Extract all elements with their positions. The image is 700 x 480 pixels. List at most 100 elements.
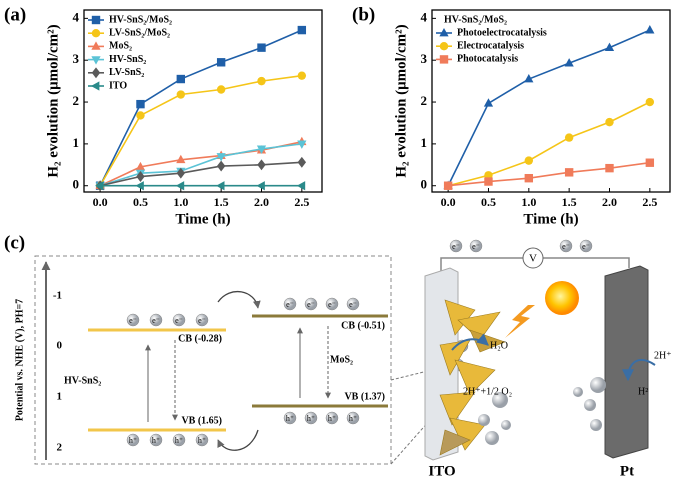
oxidation-arrow	[451, 333, 489, 351]
level-label: VB (1.65)	[181, 415, 222, 426]
marker	[136, 99, 145, 109]
pt-electrode	[604, 265, 649, 459]
legend-marker	[91, 29, 101, 38]
plot-frame	[431, 9, 671, 193]
hole-ball	[283, 411, 297, 425]
electron-label: e⁻	[286, 300, 294, 309]
hole-ball	[304, 411, 318, 425]
x-axis-label: Time (h)	[175, 211, 230, 227]
marker	[257, 43, 266, 52]
product: 2H⁺+1/2 O₂	[463, 386, 512, 397]
electron-label: e⁻	[198, 316, 206, 325]
marker	[297, 140, 307, 149]
marker	[524, 73, 534, 83]
material-label: MoS₂	[330, 354, 353, 365]
level-label: VB (1.37)	[344, 391, 385, 402]
x-tick-label: 1.0	[521, 195, 536, 209]
legend-label: HV-SnS₂	[109, 54, 146, 65]
panel-label: (a)	[4, 4, 26, 25]
marker	[564, 168, 574, 177]
marker	[484, 177, 493, 186]
y-tick-label: 4	[421, 9, 428, 24]
electron-label: e⁻	[175, 316, 183, 325]
x-tick-label: 1.0	[173, 195, 188, 209]
marker	[136, 171, 145, 182]
marker	[257, 76, 266, 86]
x-tick-label: 2.5	[294, 195, 309, 209]
marker	[176, 154, 186, 164]
legend-marker	[439, 55, 449, 64]
level-label: CB (-0.51)	[341, 320, 385, 331]
electron-transfer	[217, 290, 261, 309]
hole-label: h⁺	[349, 414, 357, 423]
x-tick-label: 0.0	[93, 195, 108, 209]
y-tick-label: 2	[73, 93, 80, 108]
marker	[564, 133, 574, 142]
hole-label: h⁺	[286, 414, 294, 423]
y-tick-label: 0	[421, 177, 428, 192]
reactant: 2H⁺	[654, 350, 672, 361]
electron-label: e⁻	[129, 316, 137, 325]
light-bolt	[505, 305, 535, 338]
marker	[483, 98, 494, 107]
hole-ball	[126, 433, 140, 447]
hole-label: h⁺	[175, 436, 183, 445]
marker	[257, 159, 266, 171]
hole-ball	[172, 433, 186, 447]
marker	[524, 173, 534, 183]
series-line	[448, 161, 650, 187]
electrode-label: ITO	[428, 463, 455, 479]
chart: (b) 0 1 2 3 4 0.0 0.5 1.0 1.5 2.0 2.5 Time (h) H₂ evo…	[352, 4, 671, 227]
legend-marker	[91, 67, 101, 79]
marker	[95, 181, 104, 191]
panel-label: (b)	[352, 4, 375, 25]
series-line	[99, 143, 302, 187]
legend-title: HV-SnS₂/MoS₂	[444, 14, 507, 25]
legend-label: LV-SnS₂/MoS₂	[109, 27, 170, 38]
sun	[545, 281, 579, 315]
electron-ball	[304, 297, 318, 311]
electron-label: e⁻	[452, 242, 460, 251]
marker	[645, 25, 655, 34]
marker	[604, 42, 615, 52]
charts: (a) 0 1 2 3 4 0.0 0.5 1.0 1.5 2.0 2.5 Time (h) H₂ evo…	[4, 4, 671, 227]
marker	[256, 145, 267, 154]
marker	[135, 161, 146, 171]
electron-ball	[325, 297, 339, 311]
material-label: HV-SnS₂	[64, 375, 101, 386]
electrode-label: Pt	[620, 463, 634, 479]
hole-label: h⁺	[328, 414, 336, 423]
marker	[256, 181, 265, 191]
plot-frame	[83, 9, 323, 193]
y-tick-label: 3	[421, 51, 428, 66]
axis-tick: 1	[57, 391, 63, 403]
hole-label: h⁺	[152, 436, 160, 445]
panel-label: (c)	[4, 232, 25, 253]
y-axis-label: H₂ evolution (μmol/cm²)	[45, 24, 61, 177]
product: H²	[638, 386, 648, 397]
marker	[605, 117, 614, 127]
electron-ball	[149, 313, 163, 327]
marker	[297, 71, 307, 80]
electron-ball	[579, 239, 593, 253]
marker	[605, 163, 614, 173]
marker	[175, 181, 185, 191]
hole-label: h⁺	[129, 436, 137, 445]
series-line	[447, 29, 651, 187]
x-axis-label: Time (h)	[523, 211, 578, 227]
electron-ball	[172, 313, 186, 327]
marker	[296, 181, 306, 191]
legend-label: MoS₂	[109, 41, 132, 52]
axis-tick: 2	[57, 442, 63, 454]
x-tick-label: 1.5	[214, 195, 229, 209]
voltmeter-label: V	[529, 253, 537, 265]
marker	[176, 74, 186, 84]
axis-label: Potential vs. NHE (V), PH=7	[14, 299, 25, 421]
axis-tick: 0	[57, 340, 63, 352]
chart: (a) 0 1 2 3 4 0.0 0.5 1.0 1.5 2.0 2.5 Time (h) H₂ evo…	[4, 4, 323, 227]
bubbles	[478, 377, 606, 445]
inset-box	[34, 255, 392, 465]
legend-marker	[90, 81, 100, 91]
voltmeter	[522, 247, 544, 269]
